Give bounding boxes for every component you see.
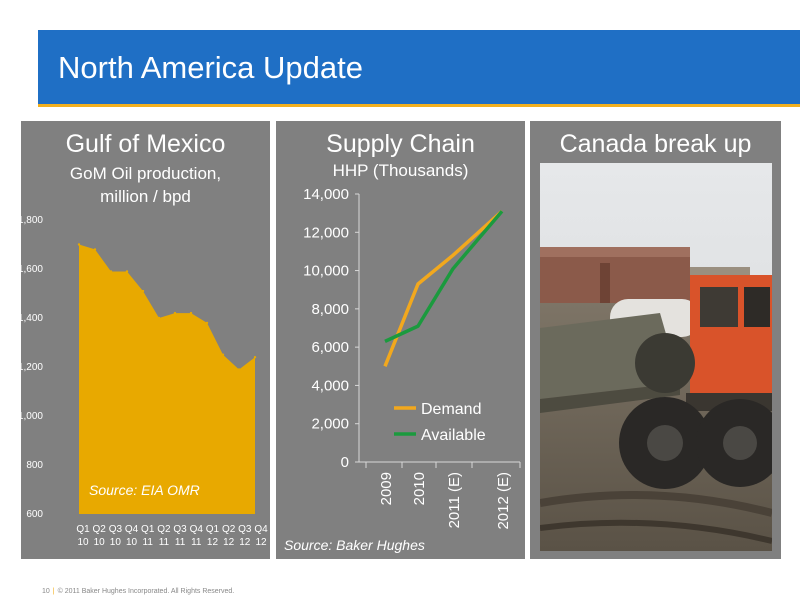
hhp-series-available-line [384, 210, 504, 343]
hhp-ytick-label: 2,000 [311, 416, 349, 433]
gom-xtick-year: 12 [239, 537, 251, 548]
gom-data-point [253, 356, 257, 359]
hhp-xtick-label: 2009 [378, 472, 395, 505]
gom-data-point [205, 321, 209, 325]
gom-xtick-quarter: Q2 [93, 524, 107, 535]
hhp-ytick-label: 4,000 [311, 377, 349, 394]
gom-xtick-quarter: Q3 [109, 524, 123, 535]
gulf-source: Source: EIA OMR [89, 482, 200, 498]
page-title: North America Update [58, 50, 363, 85]
supply-panel-title: Supply Chain [326, 130, 475, 158]
gom-data-point [77, 243, 81, 246]
hhp-xtick-label: 2011 (E) [446, 472, 463, 528]
supply-source: Source: Baker Hughes [284, 537, 425, 553]
hhp-legend-label: Demand [421, 401, 481, 418]
header-banner: North America Update [38, 30, 800, 107]
supply-panel: Supply Chain HHP (Thousands) 0 2,000 4,000… [276, 121, 525, 559]
gom-xtick-year: 12 [255, 537, 267, 548]
gom-xtick-year: 10 [126, 537, 138, 548]
hhp-xtick-label: 2010 [411, 472, 428, 505]
gom-xtick-year: 11 [175, 537, 186, 548]
gom-xtick-quarter: Q2 [157, 524, 171, 535]
gom-xtick-quarter: Q1 [206, 524, 220, 535]
hhp-legend-label: Available [421, 427, 486, 444]
gom-xtick-year: 10 [77, 537, 89, 548]
supply-subtitle: HHP (Thousands) [332, 161, 469, 180]
gom-ytick-label: 1,600 [21, 264, 43, 275]
hhp-ytick-label: 14,000 [303, 186, 349, 203]
gom-ytick-label: 1,200 [21, 362, 43, 373]
canada-panel: Canada break up [530, 121, 781, 559]
gom-xtick-quarter: Q4 [190, 524, 204, 535]
gom-data-point [141, 289, 145, 293]
gom-data-point [125, 270, 129, 273]
hhp-ytick-label: 0 [341, 454, 349, 471]
gom-data-point [173, 311, 177, 315]
gom-xtick-quarter: Q1 [76, 524, 90, 535]
gom-ytick-label: 1,400 [21, 313, 43, 324]
gulf-panel: Gulf of Mexico GoM Oil production, milli… [21, 121, 270, 559]
footer: 10 | © 2011 Baker Hughes Incorporated. All… [42, 588, 234, 595]
gom-xtick-year: 10 [94, 537, 106, 548]
hhp-ytick-label: 10,000 [303, 263, 349, 280]
gom-ytick-label: 1,000 [21, 411, 43, 422]
gom-xtick-quarter: Q3 [173, 524, 187, 535]
gom-data-point [237, 368, 241, 371]
gom-data-point [189, 311, 193, 315]
gom-xtick-quarter: Q2 [222, 524, 236, 535]
gom-production-area [79, 244, 255, 514]
gom-ytick-label: 800 [26, 460, 43, 471]
gom-xtick-year: 11 [159, 537, 170, 548]
gom-xtick-year: 12 [223, 537, 235, 548]
hhp-ytick-label: 6,000 [311, 339, 349, 356]
gom-xtick-quarter: Q1 [141, 524, 155, 535]
gulf-panel-title: Gulf of Mexico [65, 130, 226, 158]
gulf-subtitle-line2: million / bpd [100, 187, 191, 206]
gom-xtick-year: 10 [110, 537, 122, 548]
gom-xtick-year: 12 [207, 537, 219, 548]
gom-data-point [93, 248, 97, 251]
gom-data-point [157, 316, 161, 320]
gom-ytick-label: 1,800 [21, 215, 43, 226]
page-number: 10 [42, 588, 50, 595]
gom-xtick-quarter: Q3 [238, 524, 252, 535]
gulf-subtitle-line1: GoM Oil production, [69, 164, 222, 183]
gom-data-point [221, 353, 225, 356]
gom-xtick-year: 11 [143, 537, 154, 548]
hhp-ytick-label: 12,000 [303, 224, 349, 241]
gom-xtick-year: 11 [191, 537, 202, 548]
footer-separator: | [52, 588, 55, 595]
copyright: © 2011 Baker Hughes Incorporated. All Ri… [57, 588, 235, 595]
gom-ytick-label: 600 [26, 509, 43, 520]
gom-data-point [109, 270, 113, 273]
canada-panel-title: Canada break up [559, 130, 752, 158]
truck-photo [540, 163, 772, 551]
gom-xtick-quarter: Q4 [125, 524, 139, 535]
hhp-xtick-label: 2012 (E) [495, 472, 512, 530]
hhp-ytick-label: 8,000 [311, 301, 349, 318]
hhp-line-chart: 0 2,000 4,000 6,000 8,000 10,000 12,000 14,000 2… [303, 186, 521, 530]
hhp-series-demand-line [383, 209, 504, 367]
gom-area-chart: 6008001,0001,2001,4001,6001,800Q110Q210Q… [21, 215, 268, 548]
gom-xtick-quarter: Q4 [254, 524, 268, 535]
